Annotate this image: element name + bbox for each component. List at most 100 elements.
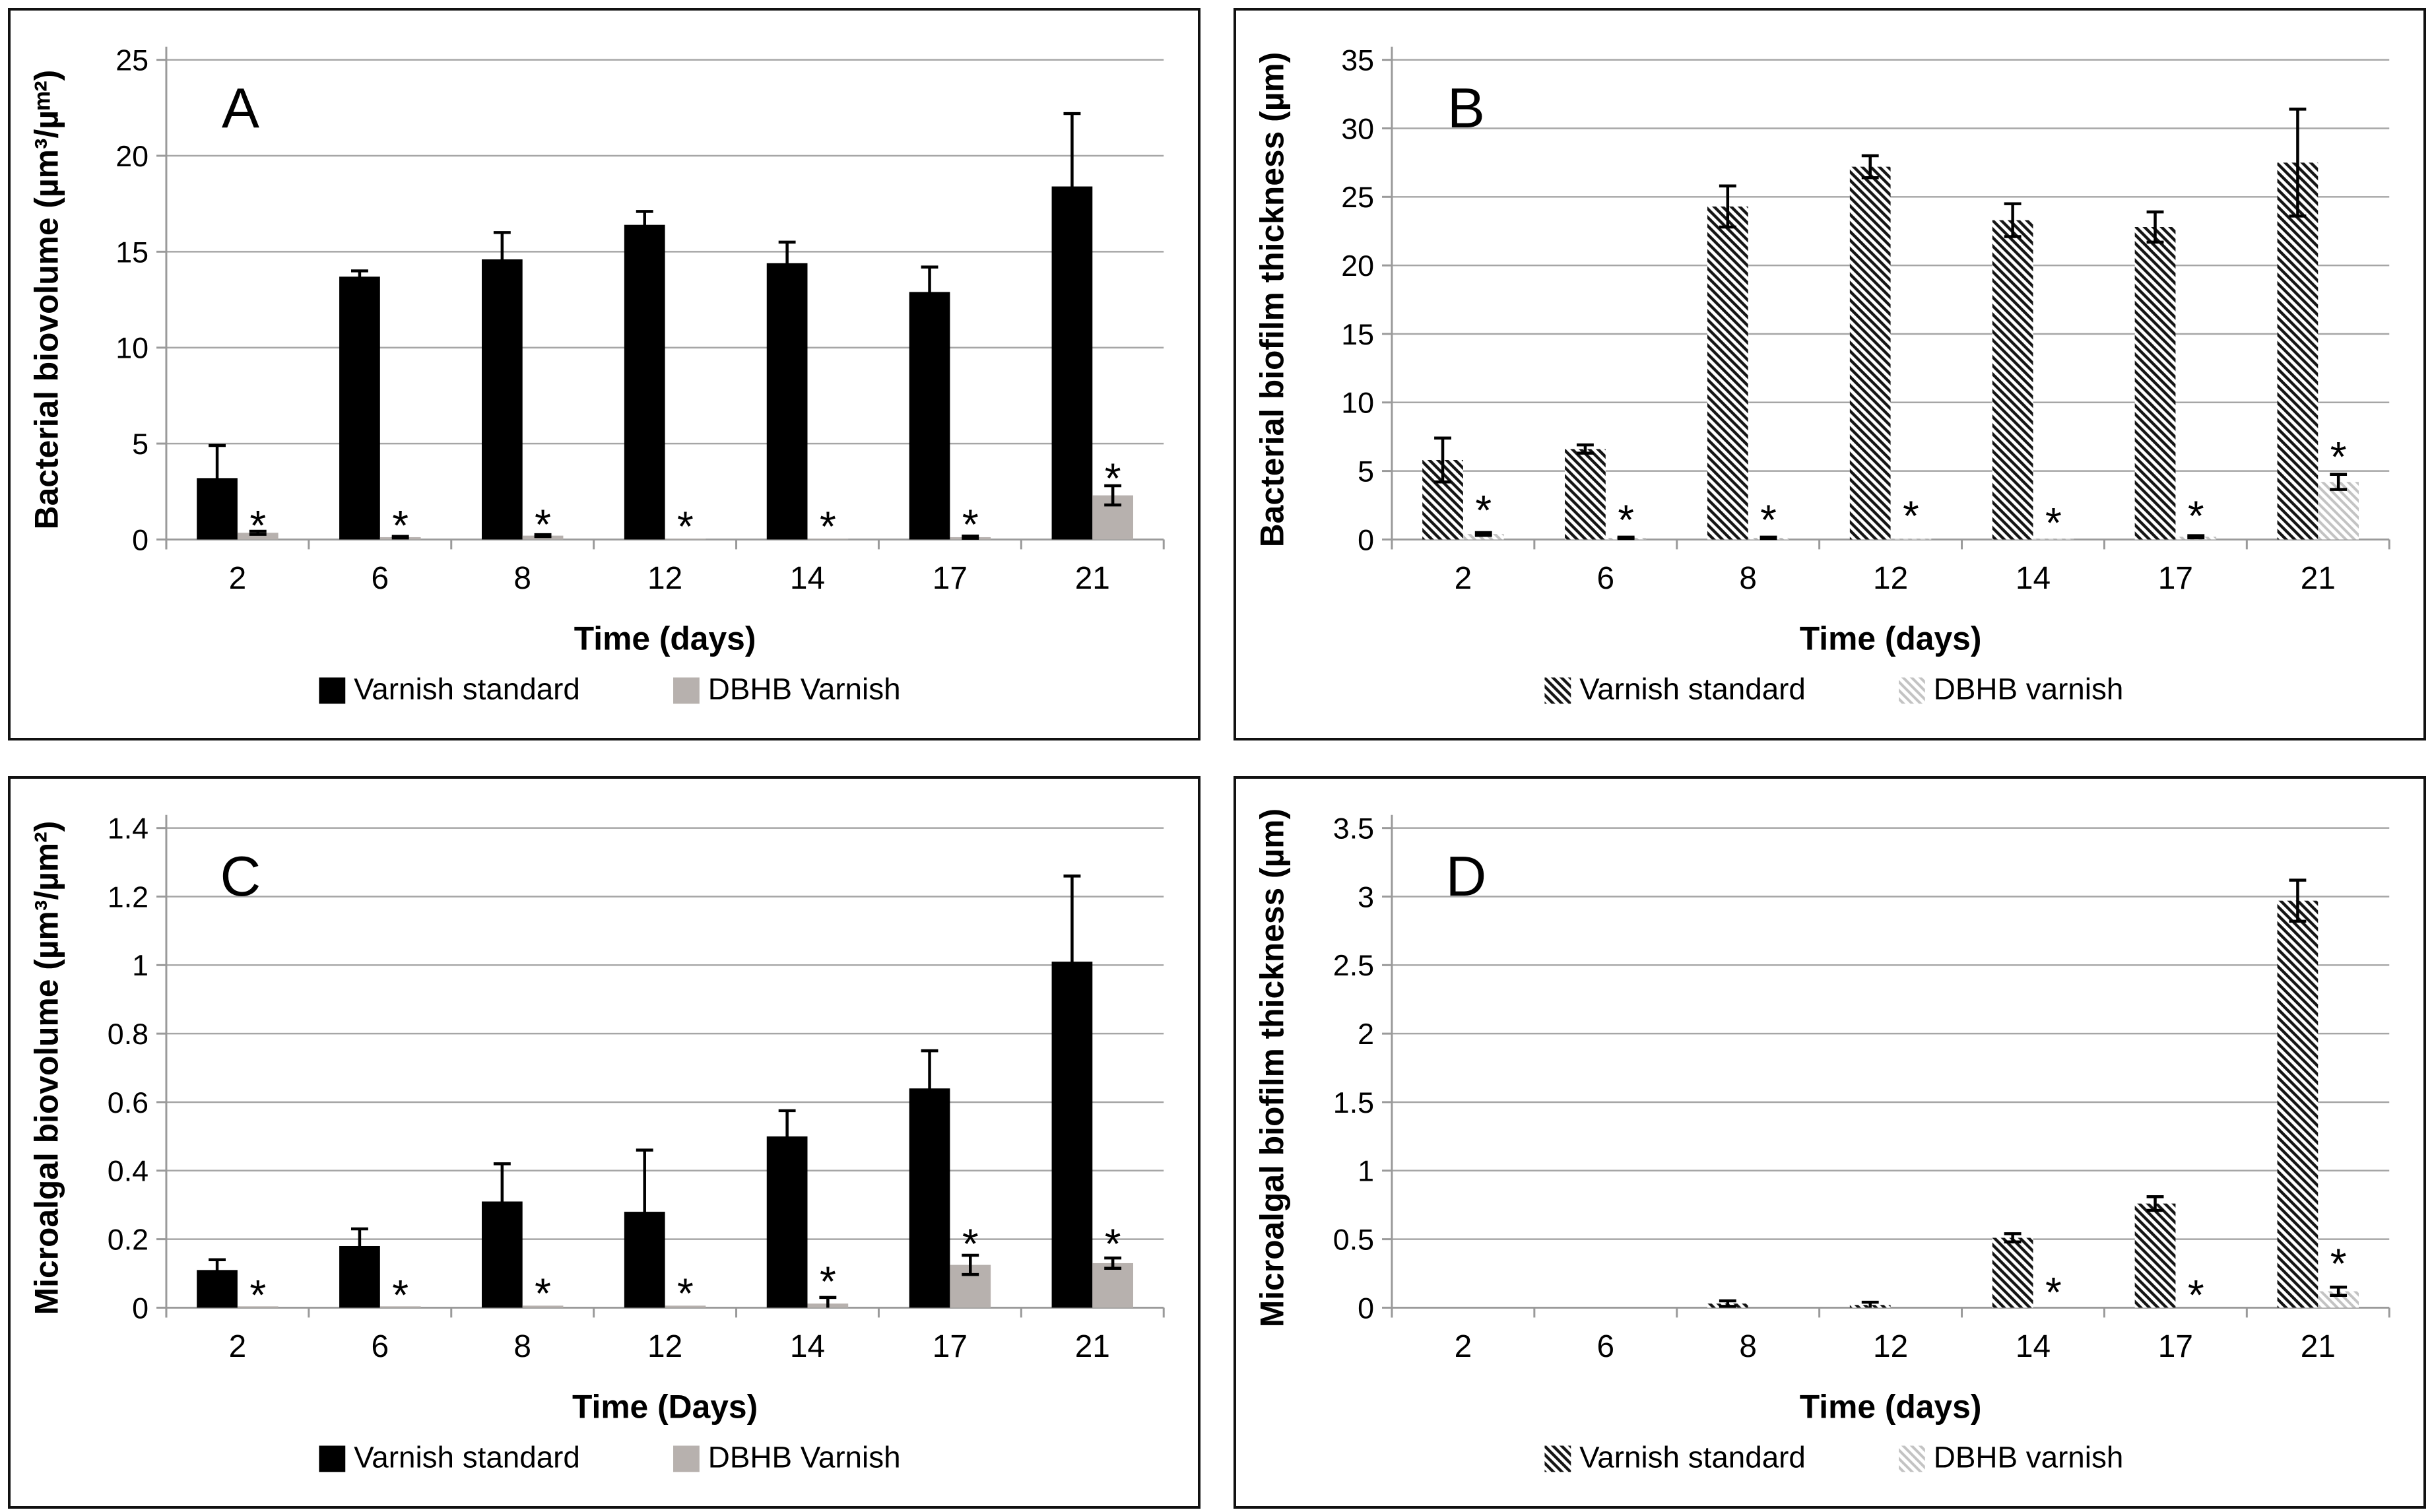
bar-varnish-standard-day-14 bbox=[766, 1136, 808, 1308]
bar-varnish-standard-day-14 bbox=[1992, 1237, 2033, 1308]
bar-varnish-standard-day-12 bbox=[624, 224, 665, 540]
significance-asterisk: * bbox=[1760, 496, 1777, 544]
legend-swatch-dbhb-varnish bbox=[1899, 677, 1925, 704]
y-tick-label: 15 bbox=[115, 236, 148, 269]
y-tick-label: 0.2 bbox=[108, 1224, 148, 1257]
significance-asterisk: * bbox=[677, 1270, 694, 1317]
x-tick-label: 17 bbox=[933, 561, 968, 596]
panel-c: 0 0.2 0.4 0.6 0.8 1 1.2 1.4 * * * * * * * C Microalgal b… bbox=[8, 776, 1201, 1509]
x-tick-label: 12 bbox=[1873, 561, 1908, 596]
y-tick-label: 0 bbox=[1358, 523, 1374, 556]
x-axis-title: Time (days) bbox=[574, 620, 756, 657]
significance-asterisk: * bbox=[2045, 1268, 2062, 1316]
y-tick-label: 2 bbox=[1358, 1018, 1374, 1051]
y-axis-title: Microalgal biovolume (µm³/µm²) bbox=[28, 821, 65, 1315]
x-tick-label: 6 bbox=[372, 561, 389, 596]
bar-dbhb-varnish-day-21 bbox=[2318, 482, 2359, 540]
y-tick-label: 0 bbox=[132, 1292, 148, 1325]
significance-asterisk: * bbox=[535, 500, 551, 548]
significance-asterisk: * bbox=[1903, 492, 1919, 540]
legend-label: DBHB varnish bbox=[1934, 672, 2124, 706]
legend-label: Varnish standard bbox=[354, 1440, 580, 1474]
x-axis-title: Time (days) bbox=[1800, 620, 1982, 657]
y-axis-title: Bacterial biofilm thickness (µm) bbox=[1254, 52, 1291, 547]
y-tick-label: 25 bbox=[115, 44, 148, 77]
significance-asterisk: * bbox=[1475, 486, 1492, 534]
panel-c-chart: 0 0.2 0.4 0.6 0.8 1 1.2 1.4 * * * * * * * C Microalgal b… bbox=[28, 812, 1165, 1474]
x-tick-label: 14 bbox=[790, 561, 825, 596]
x-tick-label: 2 bbox=[1455, 1329, 1472, 1364]
x-tick-label: 6 bbox=[1597, 1329, 1615, 1364]
y-tick-label: 0.8 bbox=[108, 1018, 148, 1051]
y-tick-label: 1 bbox=[1358, 1155, 1374, 1188]
y-tick-label: 15 bbox=[1341, 318, 1374, 351]
significance-asterisk: * bbox=[820, 502, 836, 550]
bar-varnish-standard-day-6 bbox=[339, 277, 380, 540]
legend-swatch-varnish-standard bbox=[1544, 1445, 1571, 1472]
x-tick-label: 17 bbox=[933, 1329, 968, 1364]
bar-dbhb-varnish-day-21 bbox=[1092, 1263, 1134, 1308]
x-tick-label: 14 bbox=[2016, 1329, 2051, 1364]
x-tick-label: 6 bbox=[372, 1329, 389, 1364]
y-tick-label: 20 bbox=[1341, 249, 1374, 282]
significance-asterisk: * bbox=[1105, 455, 1121, 502]
x-tick-label: 8 bbox=[1739, 1329, 1757, 1364]
significance-asterisk: * bbox=[962, 1220, 979, 1267]
y-tick-label: 30 bbox=[1341, 112, 1374, 145]
panel-letter-label: A bbox=[222, 77, 259, 140]
y-tick-label: 25 bbox=[1341, 181, 1374, 214]
panel-letter-label: D bbox=[1446, 845, 1487, 908]
x-axis-title: Time (days) bbox=[1800, 1389, 1982, 1426]
y-tick-label: 0 bbox=[1358, 1292, 1374, 1325]
bar-dbhb-varnish-day-6 bbox=[379, 1306, 421, 1308]
y-tick-label: 3 bbox=[1358, 881, 1374, 914]
y-tick-label: 0 bbox=[132, 523, 148, 556]
significance-asterisk: * bbox=[392, 502, 409, 549]
y-tick-label: 0.6 bbox=[108, 1086, 148, 1119]
bar-varnish-standard-day-17 bbox=[909, 292, 950, 540]
bar-varnish-standard-day-12 bbox=[1849, 166, 1891, 540]
x-tick-label: 21 bbox=[1075, 1329, 1110, 1364]
significance-asterisk: * bbox=[2330, 433, 2347, 480]
significance-asterisk: * bbox=[2188, 1271, 2204, 1319]
significance-asterisk: * bbox=[1618, 496, 1634, 544]
bar-varnish-standard-day-17 bbox=[2134, 226, 2176, 540]
significance-asterisk: * bbox=[820, 1257, 836, 1305]
x-tick-label: 21 bbox=[2301, 561, 2336, 596]
y-axis-title: Bacterial biovolume (µm³/µᵐ²) bbox=[28, 70, 65, 530]
bar-varnish-standard-day-8 bbox=[481, 259, 523, 540]
significance-asterisk: * bbox=[392, 1271, 409, 1319]
y-tick-label: 0.4 bbox=[108, 1155, 148, 1188]
significance-asterisk: * bbox=[249, 502, 266, 549]
bar-varnish-standard-day-6 bbox=[1565, 449, 1606, 540]
significance-asterisk: * bbox=[535, 1270, 551, 1317]
significance-asterisk: * bbox=[249, 1271, 266, 1319]
significance-asterisk: * bbox=[677, 502, 694, 550]
legend-label: DBHB Varnish bbox=[708, 1440, 901, 1474]
x-tick-label: 8 bbox=[513, 1329, 531, 1364]
panel-letter-label: B bbox=[1447, 77, 1485, 140]
significance-asterisk: * bbox=[2330, 1239, 2347, 1287]
panel-d-chart: 0 0.5 1 1.5 2 2.5 3 3.5 * * * D Microalgal biofilm t… bbox=[1254, 808, 2390, 1474]
bar-varnish-standard-day-8 bbox=[1707, 206, 1748, 540]
bar-varnish-standard-day-14 bbox=[766, 263, 808, 540]
y-tick-label: 1.4 bbox=[108, 812, 148, 845]
bar-dbhb-varnish-day-8 bbox=[522, 1305, 564, 1308]
x-tick-label: 21 bbox=[2301, 1329, 2336, 1364]
panel-b-chart: 0 5 10 15 20 25 30 35 * * * * * * * B Bacterial biofilm … bbox=[1254, 44, 2390, 706]
panel-letter-label: C bbox=[220, 845, 261, 908]
panel-a: 0 5 10 15 20 25 * * * * * * * A Bacterial biovolume (µ… bbox=[8, 8, 1201, 741]
bar-dbhb-varnish-day-2 bbox=[237, 1306, 279, 1308]
y-tick-label: 1.5 bbox=[1333, 1086, 1374, 1119]
x-tick-label: 17 bbox=[2158, 561, 2193, 596]
y-tick-label: 1 bbox=[132, 949, 148, 982]
legend-swatch-dbhb-varnish bbox=[673, 677, 700, 704]
legend-swatch-varnish-standard bbox=[1544, 677, 1571, 704]
panel-a-chart: 0 5 10 15 20 25 * * * * * * * A Bacterial biovolume (µ… bbox=[28, 44, 1165, 706]
legend-label: Varnish standard bbox=[1579, 1440, 1806, 1474]
significance-asterisk: * bbox=[1105, 1220, 1121, 1267]
y-tick-label: 35 bbox=[1341, 44, 1374, 77]
y-tick-label: 2.5 bbox=[1333, 949, 1374, 982]
bar-varnish-standard-day-17 bbox=[2134, 1203, 2176, 1308]
